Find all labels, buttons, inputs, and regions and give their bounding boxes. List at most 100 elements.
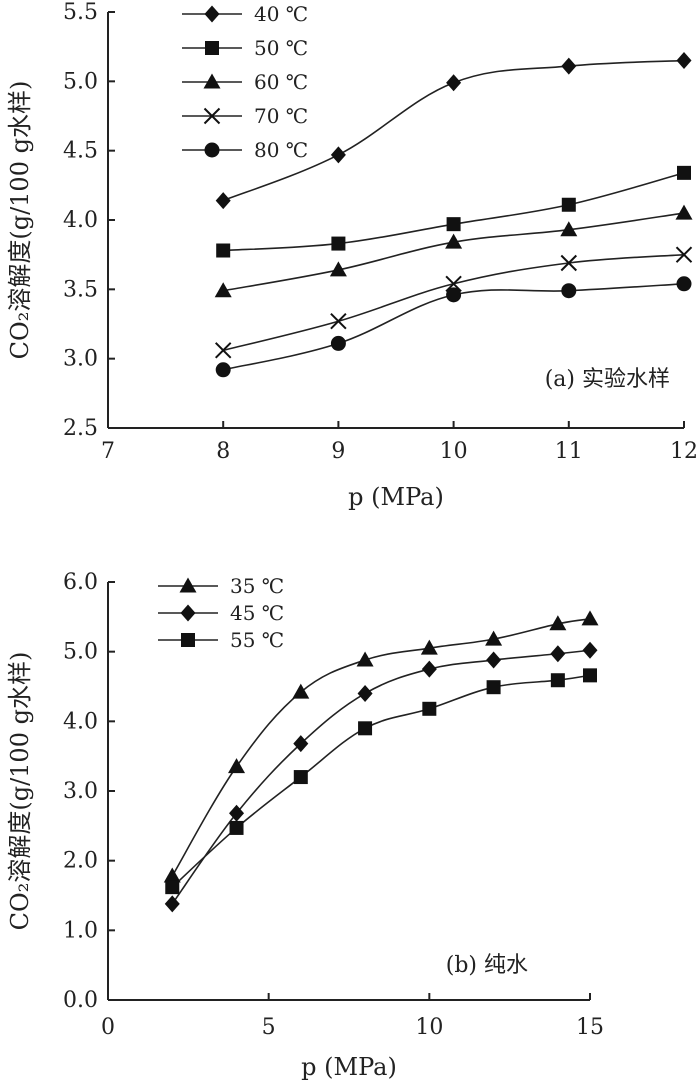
x-tick-label: 10: [415, 1015, 443, 1040]
y-tick-label: 1.0: [63, 918, 98, 943]
legend-label: 70 ℃: [254, 104, 308, 128]
data-point: [446, 217, 461, 232]
data-point: [485, 630, 503, 646]
y-axis-title: CO₂溶解度(g/100 g水样): [6, 81, 34, 360]
legend-label: 35 ℃: [230, 574, 284, 598]
data-point: [229, 804, 245, 822]
data-point: [561, 197, 576, 212]
legend-label: 50 ℃: [254, 36, 308, 60]
data-point: [583, 668, 597, 683]
data-point: [164, 895, 180, 913]
data-point: [582, 641, 598, 659]
data-point: [215, 362, 231, 378]
data-point: [331, 236, 346, 251]
legend-label: 80 ℃: [254, 138, 308, 162]
x-tick-label: 15: [576, 1015, 604, 1040]
y-tick-label: 0.0: [63, 988, 98, 1013]
legend-marker: [180, 604, 196, 622]
x-tick-label: 0: [101, 1015, 115, 1040]
series-line: [223, 253, 685, 352]
x-tick-label: 9: [331, 439, 345, 464]
data-point: [486, 680, 501, 695]
data-point: [357, 684, 373, 702]
data-point: [293, 770, 308, 785]
y-tick-label: 6.0: [63, 570, 98, 595]
data-point: [329, 261, 347, 277]
data-point: [293, 735, 309, 753]
x-axis-title: p (MPa): [348, 483, 444, 511]
data-point: [561, 57, 577, 75]
data-point: [486, 651, 502, 669]
y-tick-label: 2.5: [63, 416, 98, 441]
x-tick-label: 10: [440, 439, 468, 464]
legend-marker: [203, 73, 221, 89]
data-point: [550, 673, 565, 688]
legend-marker: [181, 633, 195, 647]
y-axis-title: CO₂溶解度(g/100 g水样): [6, 652, 34, 931]
data-point: [446, 74, 462, 92]
data-point: [675, 204, 693, 220]
panel-label: (b) 纯水: [446, 953, 528, 978]
series-line: [171, 649, 591, 905]
series-50c: [216, 165, 691, 258]
series-55c: [165, 668, 597, 895]
x-tick-label: 7: [101, 439, 115, 464]
series-40c: [215, 52, 692, 210]
series-60c: [214, 204, 693, 298]
legend-marker: [205, 41, 219, 55]
data-point: [214, 282, 232, 298]
y-tick-label: 2.0: [63, 849, 98, 874]
data-point: [356, 651, 374, 667]
legend-label: 60 ℃: [254, 70, 308, 94]
data-point: [550, 645, 566, 663]
data-point: [445, 233, 463, 249]
y-tick-label: 5.5: [63, 0, 98, 25]
data-point: [215, 192, 231, 210]
legend-marker: [204, 142, 220, 158]
chart-panel-b: 0.0 1.0 2.0 3.0 4.0 5.0 6.0 0 5 10 15 p (MPa) CO₂溶解度…: [6, 570, 604, 1081]
data-point: [445, 275, 462, 292]
data-point: [330, 146, 346, 164]
legend-label: 45 ℃: [230, 601, 284, 625]
data-point: [676, 52, 692, 70]
data-point: [560, 254, 578, 272]
data-point: [214, 342, 232, 359]
data-point: [549, 615, 567, 631]
series-line: [171, 674, 591, 888]
data-point: [561, 283, 577, 299]
x-tick-label: 8: [216, 439, 230, 464]
data-point: [676, 276, 692, 292]
y-tick-label: 4.0: [63, 709, 98, 734]
legend-marker: [203, 107, 221, 125]
data-point: [292, 683, 310, 699]
y-tick-label: 3.0: [63, 347, 98, 372]
data-point: [216, 243, 231, 258]
data-point: [677, 165, 691, 180]
panel-label: (a) 实验水样: [545, 367, 670, 392]
series-80c: [215, 276, 692, 378]
data-point: [228, 758, 246, 774]
data-point: [446, 287, 462, 303]
legend-marker: [204, 5, 220, 23]
data-point: [330, 313, 347, 330]
data-point: [420, 639, 438, 655]
legend-label: 40 ℃: [254, 2, 308, 26]
data-point: [330, 335, 346, 351]
series-35c: [163, 610, 599, 883]
data-point: [560, 221, 578, 237]
chart-panel-a: 2.5 3.0 3.5 4.0 4.5 5.0 5.5 7 8 9 10 11 12 p (MPa) CO₂…: [6, 0, 698, 511]
y-tick-label: 4.5: [63, 139, 98, 164]
data-point: [422, 701, 437, 716]
x-axis-title: p (MPa): [301, 1053, 397, 1081]
series-45c: [164, 641, 598, 913]
x-tick-label: 11: [555, 439, 583, 464]
series-70c: [214, 246, 693, 359]
y-tick-label: 3.0: [63, 779, 98, 804]
y-tick-label: 4.0: [63, 208, 98, 233]
data-point: [163, 867, 181, 883]
data-point: [165, 880, 180, 895]
x-tick-label: 5: [262, 1015, 276, 1040]
x-tick-label: 12: [670, 439, 698, 464]
legend-marker: [179, 577, 197, 593]
